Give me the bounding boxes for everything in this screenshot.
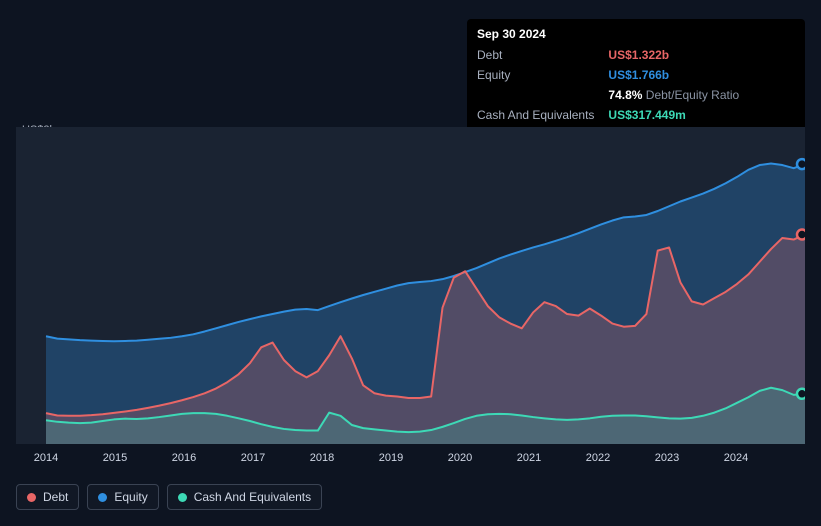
legend: Debt Equity Cash And Equivalents — [16, 484, 322, 510]
legend-label: Equity — [114, 490, 147, 504]
x-axis-tick: 2014 — [34, 452, 58, 464]
legend-item-debt[interactable]: Debt — [16, 484, 79, 510]
tooltip-row-value: US$1.766b — [608, 65, 739, 85]
x-axis-tick: 2019 — [379, 452, 403, 464]
series-marker-cash-and-equivalents — [797, 389, 805, 399]
x-axis-tick: 2018 — [310, 452, 334, 464]
tooltip-row-label: Debt — [477, 45, 608, 65]
x-axis-tick: 2024 — [724, 452, 748, 464]
x-axis-tick: 2023 — [655, 452, 679, 464]
legend-label: Cash And Equivalents — [194, 490, 311, 504]
legend-dot-icon — [98, 493, 107, 502]
series-marker-debt — [797, 230, 805, 240]
x-axis-tick: 2020 — [448, 452, 472, 464]
tooltip-date: Sep 30 2024 — [477, 25, 795, 43]
info-tooltip: Sep 30 2024 DebtUS$1.322bEquityUS$1.766b… — [467, 19, 805, 131]
tooltip-row-label: Cash And Equivalents — [477, 105, 608, 125]
legend-dot-icon — [27, 493, 36, 502]
tooltip-row-value: US$1.322b — [608, 45, 739, 65]
tooltip-ratio: 74.8% Debt/Equity Ratio — [608, 85, 739, 105]
chart-area — [16, 127, 805, 444]
x-axis-tick: 2015 — [103, 452, 127, 464]
tooltip-table: DebtUS$1.322bEquityUS$1.766b74.8% Debt/E… — [477, 45, 739, 125]
tooltip-row-value: US$317.449m — [608, 105, 739, 125]
tooltip-row-label: Equity — [477, 65, 608, 85]
legend-item-cash-and-equivalents[interactable]: Cash And Equivalents — [167, 484, 322, 510]
legend-label: Debt — [43, 490, 68, 504]
x-axis-tick: 2022 — [586, 452, 610, 464]
chart-svg — [16, 127, 805, 444]
x-axis-tick: 2021 — [517, 452, 541, 464]
series-marker-equity — [797, 159, 805, 169]
x-axis-tick: 2017 — [241, 452, 265, 464]
legend-item-equity[interactable]: Equity — [87, 484, 158, 510]
legend-dot-icon — [178, 493, 187, 502]
x-axis-tick: 2016 — [172, 452, 196, 464]
